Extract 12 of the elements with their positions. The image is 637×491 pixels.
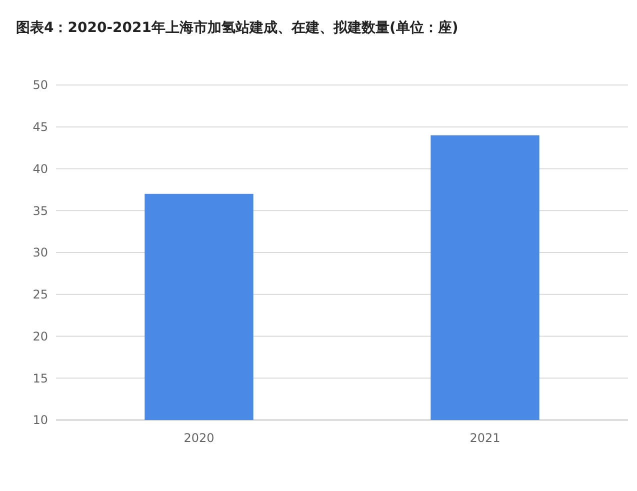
y-tick-label: 35 <box>32 204 48 218</box>
x-tick-label: 2021 <box>470 431 500 445</box>
y-tick-label: 30 <box>32 246 48 260</box>
x-tick-label: 2020 <box>184 431 214 445</box>
y-tick-label: 20 <box>32 329 48 344</box>
y-tick-label: 45 <box>32 120 48 134</box>
y-tick-label: 10 <box>32 413 48 428</box>
y-tick-label: 15 <box>32 371 48 386</box>
chart-title: 图表4：2020-2021年上海市加氢站建成、在建、拟建数量(单位：座) <box>16 19 458 36</box>
y-tick-label: 40 <box>32 162 48 176</box>
y-tick-label: 50 <box>32 78 48 92</box>
y-tick-label: 25 <box>32 288 48 302</box>
